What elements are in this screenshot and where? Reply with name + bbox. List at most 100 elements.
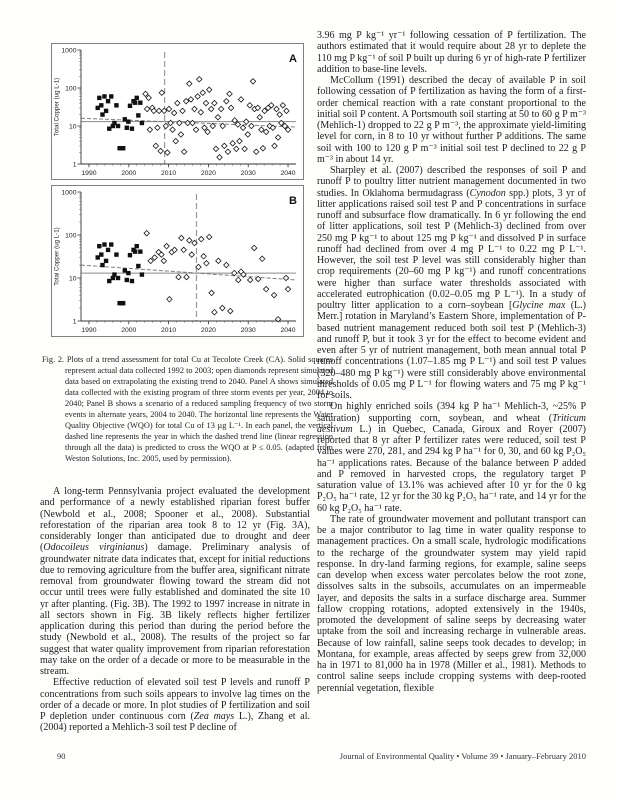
diamond-marker — [197, 108, 205, 116]
y-tick-label: 1000 — [61, 189, 76, 196]
diamond-marker — [157, 147, 164, 155]
square-marker — [114, 252, 119, 257]
diamond-marker — [171, 246, 178, 254]
diamond-marker — [284, 126, 292, 133]
square-marker — [138, 100, 143, 105]
figure-caption-text: Plots of a trend assessment for total Cu… — [65, 355, 333, 463]
diamond-marker — [175, 273, 182, 281]
diamond-marker — [180, 246, 187, 254]
diamond-marker — [227, 104, 235, 112]
diamond-marker — [195, 75, 203, 83]
diamond-marker — [187, 96, 195, 103]
square-marker — [124, 125, 129, 130]
diamond-marker — [162, 122, 170, 130]
left-column-text: A long-term Pennsylvania project evaluat… — [40, 486, 310, 734]
diamond-marker — [158, 89, 166, 97]
square-marker — [102, 242, 107, 247]
right-column-text: 3.96 mg P kg⁻¹ yr⁻¹ following cessation … — [317, 30, 586, 694]
diamond-marker — [224, 148, 232, 156]
x-tick-label: 2010 — [161, 170, 176, 177]
diamond-marker — [221, 142, 228, 150]
diamond-marker — [147, 257, 154, 265]
diamond-marker — [269, 124, 277, 132]
square-marker — [100, 112, 105, 117]
diamond-marker — [250, 244, 258, 252]
square-marker — [122, 268, 127, 273]
diamond-marker — [273, 105, 280, 113]
y-axis-label: Total Copper (ug L-1) — [54, 78, 61, 136]
square-marker — [110, 275, 116, 281]
diamond-marker — [235, 276, 242, 284]
diamond-marker — [240, 271, 247, 278]
diamond-marker — [279, 102, 287, 109]
diamond-marker — [219, 122, 227, 130]
diamond-marker — [215, 257, 222, 265]
square-marker — [138, 249, 143, 254]
square-marker — [107, 126, 112, 131]
diamond-marker — [169, 126, 176, 133]
figure-caption-label: Fig. 2. — [42, 355, 65, 364]
diamond-marker — [246, 276, 254, 284]
diamond-marker — [174, 99, 181, 107]
diamond-marker — [258, 126, 265, 133]
diamond-marker — [199, 89, 207, 97]
diamond-marker — [219, 304, 226, 312]
square-marker — [132, 249, 138, 254]
journal-citation: Journal of Environmental Quality • Volum… — [339, 751, 586, 761]
square-marker — [105, 247, 111, 253]
diamond-marker — [254, 104, 262, 112]
diamond-marker — [204, 128, 211, 136]
diamond-marker — [197, 235, 205, 243]
square-marker — [127, 252, 133, 258]
square-marker — [129, 126, 135, 131]
x-tick-label: 2040 — [280, 170, 295, 177]
diamond-marker — [284, 285, 292, 293]
diamond-marker — [216, 154, 223, 161]
diamond-marker — [172, 137, 180, 145]
x-tick-label: 2010 — [161, 327, 176, 334]
diamond-marker — [188, 251, 195, 258]
diamond-marker — [192, 126, 200, 133]
diamond-marker — [259, 144, 267, 152]
square-marker — [134, 95, 139, 101]
diamond-marker — [239, 124, 247, 132]
panel-letter: A — [289, 53, 297, 65]
y-tick-label: 1000 — [61, 47, 76, 54]
diamond-marker — [179, 107, 186, 115]
diamond-marker — [160, 257, 168, 265]
square-marker — [126, 119, 131, 124]
diamond-marker — [231, 117, 238, 124]
diamond-marker — [186, 80, 193, 87]
diamond-marker — [236, 137, 243, 145]
diamond-marker — [194, 93, 201, 100]
figure-2: 1 10 100 1000 1990 2000 2010 2020 2030 2040 A Total… — [51, 43, 304, 337]
diamond-marker — [254, 275, 262, 283]
x-tick-label: 2020 — [201, 170, 216, 177]
panel-frame — [51, 185, 304, 337]
figure-caption: Fig. 2. Plots of a trend assessment for … — [42, 354, 333, 464]
diamond-marker — [146, 126, 154, 133]
diamond-marker — [261, 107, 268, 115]
square-marker — [102, 94, 107, 99]
chart-panel-b: 1 10 100 1000 1990 2000 2010 2020 2030 2040 B Total… — [51, 185, 304, 337]
diamond-marker — [246, 102, 254, 109]
diamond-marker — [167, 119, 174, 127]
diamond-marker — [237, 96, 245, 103]
diamond-marker — [274, 134, 282, 141]
square-marker — [114, 103, 119, 108]
y-tick-label: 1 — [73, 318, 77, 325]
y-tick-label: 100 — [65, 85, 77, 92]
diamond-marker — [234, 121, 242, 128]
diamond-marker — [268, 102, 275, 109]
diamond-marker — [211, 99, 218, 107]
diamond-marker — [223, 261, 230, 269]
y-axis-label: Total Copper (ug L-1) — [54, 227, 61, 285]
diamond-marker — [201, 124, 208, 132]
diamond-marker — [151, 254, 158, 261]
diamond-marker — [270, 291, 278, 299]
square-marker — [132, 100, 138, 105]
square-marker — [134, 243, 139, 249]
diamond-marker — [226, 90, 233, 98]
diamond-marker — [205, 86, 213, 94]
paragraph: A long-term Pennsylvania project evaluat… — [40, 486, 310, 677]
